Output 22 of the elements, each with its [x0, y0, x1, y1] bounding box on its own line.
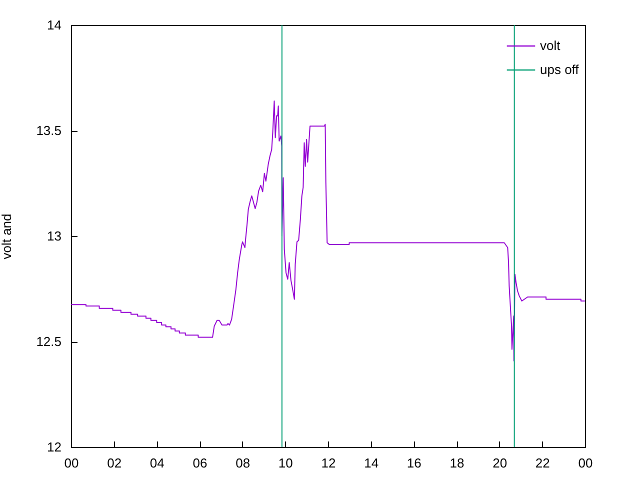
y-tick-label: 12 [47, 440, 62, 454]
x-tick-label: 16 [406, 456, 422, 470]
y-axis-title: volt and [0, 214, 14, 260]
line-series [71, 100, 585, 362]
x-tick-label: 12 [321, 456, 336, 470]
legend-label: ups off [540, 62, 580, 77]
y-tick-label: 14 [47, 18, 62, 32]
x-tick-label: 14 [364, 456, 379, 470]
x-tick-label: 06 [192, 456, 208, 470]
x-tick-label: 22 [535, 456, 550, 470]
y-tick-label: 12.5 [36, 334, 62, 349]
legend-label: volt [540, 38, 561, 53]
x-tick-label: 00 [64, 456, 79, 470]
x-tick-label: 02 [107, 456, 122, 470]
x-tick-label: 04 [150, 456, 164, 470]
y-tick-label: 13.5 [36, 123, 62, 138]
x-tick-label: 10 [278, 456, 293, 470]
x-tick-label: 18 [450, 456, 464, 470]
x-tick-label: 08 [236, 456, 250, 470]
x-tick-label: 20 [492, 456, 508, 470]
y-tick-label: 13 [47, 228, 62, 244]
x-tick-label: 00 [578, 456, 593, 470]
